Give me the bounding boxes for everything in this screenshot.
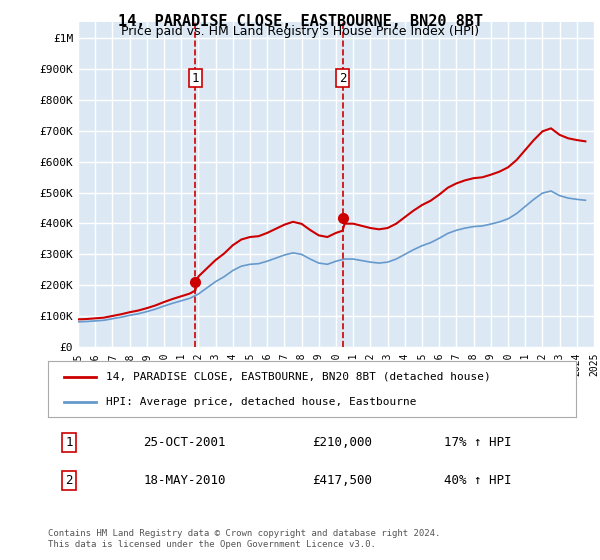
Text: 2: 2 [339,72,346,85]
Text: Contains HM Land Registry data © Crown copyright and database right 2024.
This d: Contains HM Land Registry data © Crown c… [48,529,440,549]
Text: 14, PARADISE CLOSE, EASTBOURNE, BN20 8BT (detached house): 14, PARADISE CLOSE, EASTBOURNE, BN20 8BT… [106,372,491,382]
Text: 18-MAY-2010: 18-MAY-2010 [143,474,226,487]
Text: 14, PARADISE CLOSE, EASTBOURNE, BN20 8BT: 14, PARADISE CLOSE, EASTBOURNE, BN20 8BT [118,14,482,29]
Text: HPI: Average price, detached house, Eastbourne: HPI: Average price, detached house, East… [106,396,416,407]
Text: £417,500: £417,500 [312,474,372,487]
Text: 40% ↑ HPI: 40% ↑ HPI [444,474,511,487]
Text: £210,000: £210,000 [312,436,372,449]
Text: 17% ↑ HPI: 17% ↑ HPI [444,436,511,449]
Text: Price paid vs. HM Land Registry's House Price Index (HPI): Price paid vs. HM Land Registry's House … [121,25,479,38]
Text: 2: 2 [65,474,73,487]
Text: 1: 1 [191,72,199,85]
Text: 1: 1 [65,436,73,449]
Text: 25-OCT-2001: 25-OCT-2001 [143,436,226,449]
